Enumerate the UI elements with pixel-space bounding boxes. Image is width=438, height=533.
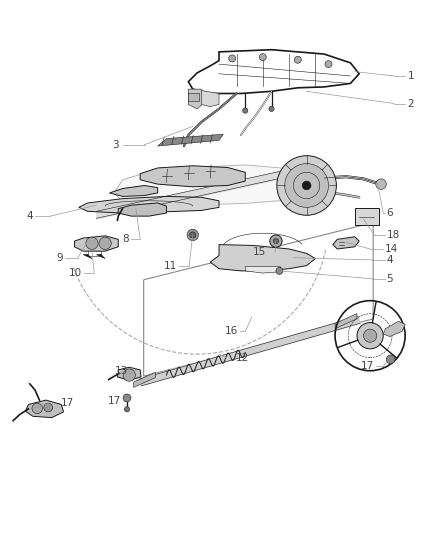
- Polygon shape: [118, 203, 166, 216]
- Text: 14: 14: [385, 244, 398, 254]
- Polygon shape: [83, 254, 92, 259]
- Polygon shape: [188, 89, 219, 107]
- Polygon shape: [79, 197, 219, 213]
- Polygon shape: [335, 313, 357, 329]
- Circle shape: [273, 238, 279, 244]
- Text: 6: 6: [386, 208, 393, 218]
- Polygon shape: [25, 400, 64, 418]
- Circle shape: [302, 181, 311, 190]
- Circle shape: [294, 56, 301, 63]
- Circle shape: [86, 237, 98, 249]
- Circle shape: [386, 355, 395, 364]
- Text: 17: 17: [361, 361, 374, 372]
- Text: 4: 4: [386, 255, 393, 265]
- Text: 9: 9: [57, 253, 63, 263]
- Text: 5: 5: [386, 274, 393, 284]
- Circle shape: [269, 106, 274, 111]
- Text: 16: 16: [225, 326, 238, 336]
- Text: 2: 2: [407, 99, 414, 109]
- Circle shape: [364, 329, 377, 342]
- Circle shape: [285, 164, 328, 207]
- Polygon shape: [134, 372, 155, 387]
- Polygon shape: [245, 266, 280, 273]
- Bar: [355, 208, 379, 225]
- Polygon shape: [74, 236, 118, 251]
- Text: 15: 15: [253, 247, 266, 257]
- Circle shape: [190, 232, 196, 238]
- Polygon shape: [110, 185, 158, 197]
- Polygon shape: [210, 245, 315, 271]
- Circle shape: [276, 268, 283, 274]
- Text: 13: 13: [115, 366, 128, 376]
- Text: 4: 4: [26, 211, 33, 221]
- Text: 3: 3: [113, 140, 119, 150]
- Text: 12: 12: [236, 353, 249, 362]
- Circle shape: [123, 369, 135, 381]
- Circle shape: [277, 156, 336, 215]
- Polygon shape: [114, 165, 315, 206]
- Circle shape: [229, 55, 236, 62]
- Circle shape: [123, 394, 131, 402]
- Polygon shape: [96, 254, 105, 259]
- Polygon shape: [333, 237, 359, 249]
- Polygon shape: [383, 321, 405, 336]
- Circle shape: [99, 237, 111, 249]
- Circle shape: [325, 61, 332, 68]
- Text: 17: 17: [108, 397, 121, 406]
- Circle shape: [187, 229, 198, 241]
- Text: 11: 11: [164, 261, 177, 271]
- Circle shape: [259, 54, 266, 61]
- Polygon shape: [117, 367, 141, 381]
- Circle shape: [270, 235, 282, 247]
- Text: 8: 8: [123, 234, 129, 244]
- Circle shape: [32, 403, 42, 414]
- Text: 1: 1: [407, 71, 414, 81]
- Text: 17: 17: [60, 398, 74, 408]
- Polygon shape: [158, 134, 223, 146]
- Polygon shape: [139, 317, 360, 386]
- Circle shape: [243, 108, 248, 113]
- Circle shape: [376, 179, 386, 189]
- Circle shape: [357, 322, 383, 349]
- Text: 10: 10: [69, 268, 82, 278]
- Circle shape: [124, 407, 130, 412]
- Bar: [188, 93, 199, 101]
- Text: 18: 18: [386, 230, 399, 240]
- Polygon shape: [140, 166, 245, 187]
- Polygon shape: [188, 89, 201, 109]
- Circle shape: [44, 403, 53, 412]
